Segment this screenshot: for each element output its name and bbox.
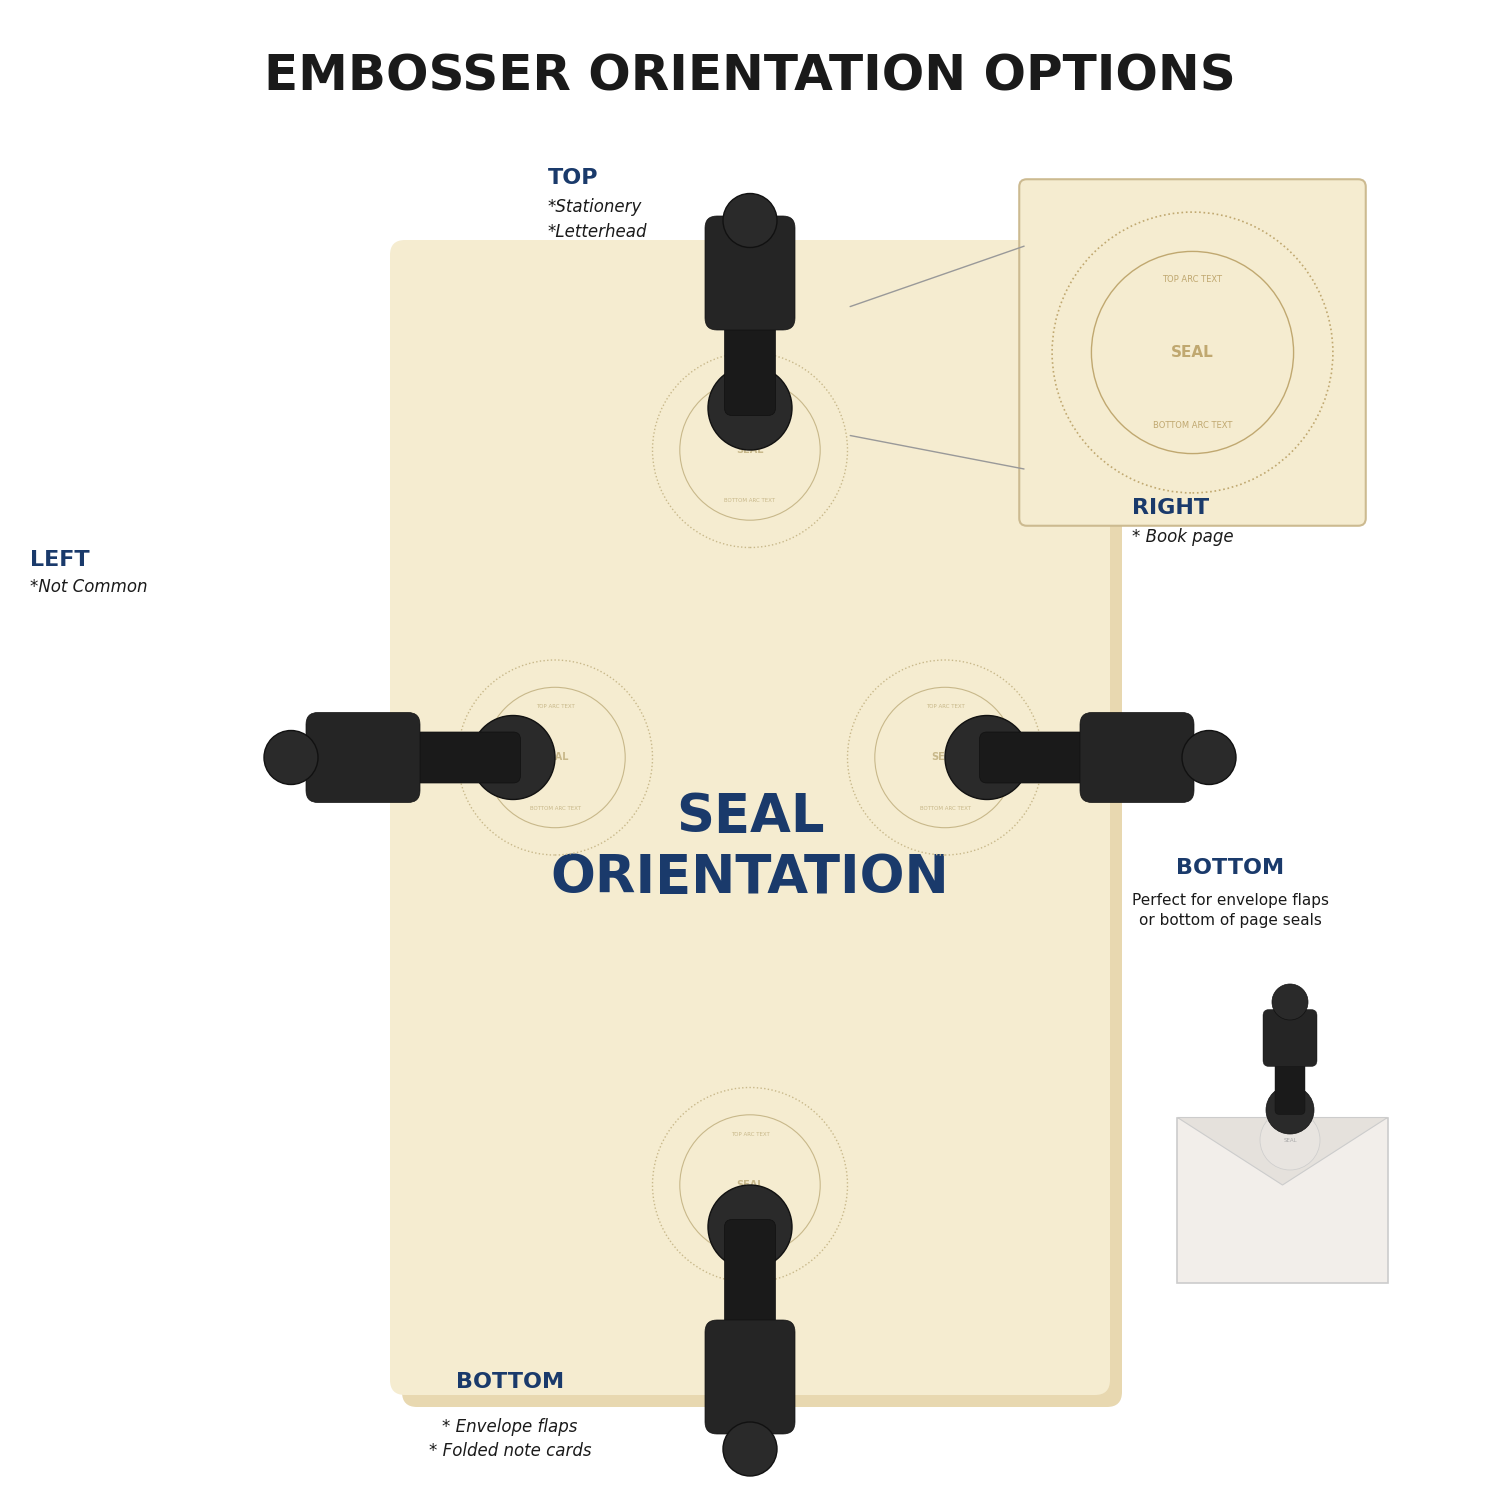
Circle shape [723,194,777,248]
FancyBboxPatch shape [1263,1010,1317,1066]
Text: BOTTOM ARC TEXT: BOTTOM ARC TEXT [1154,422,1232,430]
FancyBboxPatch shape [980,732,1100,783]
FancyBboxPatch shape [400,732,520,783]
FancyBboxPatch shape [390,240,1110,1395]
Circle shape [708,366,792,450]
FancyBboxPatch shape [724,1220,776,1340]
Text: SEAL: SEAL [932,753,958,762]
Circle shape [723,1422,777,1476]
Text: * Envelope flaps
* Folded note cards: * Envelope flaps * Folded note cards [429,1418,591,1461]
Circle shape [1260,1110,1320,1170]
Text: LEFT: LEFT [30,550,90,570]
Circle shape [1266,1086,1314,1134]
Text: * Book page: * Book page [1132,528,1234,546]
Text: BOTTOM ARC TEXT: BOTTOM ARC TEXT [920,806,970,810]
Polygon shape [1178,1118,1388,1185]
FancyBboxPatch shape [1020,180,1365,526]
Text: BOTTOM: BOTTOM [1176,858,1284,877]
Text: SEAL: SEAL [736,1180,764,1190]
Text: Perfect for envelope flaps
or bottom of page seals: Perfect for envelope flaps or bottom of … [1131,892,1329,928]
Text: SEAL: SEAL [542,753,568,762]
Text: SEAL: SEAL [1172,345,1214,360]
Text: BOTTOM ARC TEXT: BOTTOM ARC TEXT [530,806,580,810]
FancyBboxPatch shape [705,216,795,330]
FancyBboxPatch shape [1178,1118,1388,1282]
FancyBboxPatch shape [306,712,420,803]
Circle shape [945,716,1029,800]
FancyBboxPatch shape [402,252,1122,1407]
Circle shape [1272,984,1308,1020]
Text: *Not Common: *Not Common [30,578,147,596]
Text: BOTTOM ARC TEXT: BOTTOM ARC TEXT [724,498,776,502]
Circle shape [471,716,555,800]
Text: TOP ARC TEXT: TOP ARC TEXT [1162,274,1222,284]
Text: *Stationery
*Letterhead: *Stationery *Letterhead [548,198,646,242]
Text: TOP ARC TEXT: TOP ARC TEXT [926,705,964,710]
Text: RIGHT: RIGHT [1132,498,1209,517]
Text: SEAL: SEAL [736,446,764,454]
Text: BOTTOM ARC TEXT: BOTTOM ARC TEXT [724,1233,776,1238]
Text: SEAL: SEAL [1282,1137,1298,1143]
FancyBboxPatch shape [705,1320,795,1434]
Circle shape [708,1185,792,1269]
FancyBboxPatch shape [1275,1048,1305,1114]
Text: TOP ARC TEXT: TOP ARC TEXT [730,1132,770,1137]
Text: TOP ARC TEXT: TOP ARC TEXT [536,705,574,710]
FancyBboxPatch shape [1080,712,1194,803]
Circle shape [1182,730,1236,784]
FancyBboxPatch shape [724,296,776,416]
Text: EMBOSSER ORIENTATION OPTIONS: EMBOSSER ORIENTATION OPTIONS [264,53,1236,100]
Text: TOP: TOP [548,168,598,188]
Text: TOP ARC TEXT: TOP ARC TEXT [730,398,770,402]
Circle shape [264,730,318,784]
Text: BOTTOM: BOTTOM [456,1372,564,1392]
Text: SEAL
ORIENTATION: SEAL ORIENTATION [550,792,950,903]
